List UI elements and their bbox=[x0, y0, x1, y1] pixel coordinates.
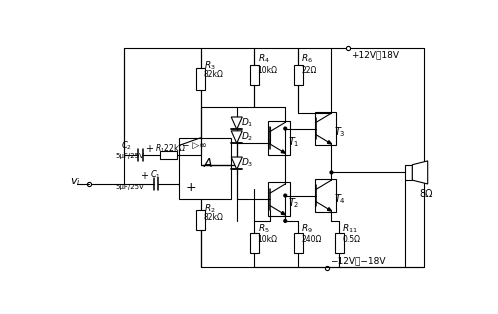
Text: $T_4$: $T_4$ bbox=[334, 192, 346, 206]
Text: A: A bbox=[204, 157, 212, 171]
Text: $C_1$: $C_1$ bbox=[150, 169, 161, 181]
Text: $R_5$: $R_5$ bbox=[257, 222, 269, 235]
Circle shape bbox=[284, 194, 287, 197]
Bar bbox=[268, 121, 290, 155]
Text: $T_2$: $T_2$ bbox=[287, 196, 299, 210]
Text: $C_2$: $C_2$ bbox=[121, 139, 132, 152]
Text: 10kΩ: 10kΩ bbox=[257, 66, 277, 75]
Text: $R_3$: $R_3$ bbox=[204, 59, 215, 72]
Bar bbox=[315, 111, 336, 145]
Polygon shape bbox=[281, 150, 285, 153]
Text: $D_2$: $D_2$ bbox=[242, 131, 253, 143]
Bar bbox=[268, 182, 290, 216]
Circle shape bbox=[284, 127, 287, 130]
Text: +12V～18V: +12V～18V bbox=[352, 50, 399, 59]
Text: $D_1$: $D_1$ bbox=[242, 117, 254, 129]
Text: −12V～−18V: −12V～−18V bbox=[330, 257, 385, 266]
Text: +: + bbox=[185, 181, 196, 193]
Text: +: + bbox=[145, 143, 153, 154]
Polygon shape bbox=[231, 157, 243, 169]
Bar bbox=[250, 233, 259, 253]
Text: $R_{11}$: $R_{11}$ bbox=[342, 222, 358, 235]
Text: 240Ω: 240Ω bbox=[301, 235, 322, 244]
Text: $v_i$: $v_i$ bbox=[70, 176, 80, 188]
Bar bbox=[294, 233, 303, 253]
Text: 5μF/25V: 5μF/25V bbox=[116, 153, 144, 159]
Bar bbox=[294, 65, 303, 85]
Bar bbox=[196, 210, 205, 230]
Text: 10kΩ: 10kΩ bbox=[257, 235, 277, 244]
Text: 82kΩ: 82kΩ bbox=[204, 70, 224, 79]
Bar bbox=[250, 65, 259, 85]
Text: $R_9$: $R_9$ bbox=[301, 222, 313, 235]
Text: $T_3$: $T_3$ bbox=[334, 126, 346, 139]
Circle shape bbox=[330, 171, 333, 174]
Text: $R_4$: $R_4$ bbox=[257, 53, 269, 66]
Polygon shape bbox=[327, 208, 332, 211]
Polygon shape bbox=[231, 117, 243, 129]
Polygon shape bbox=[327, 141, 332, 144]
Text: − ▷∞: − ▷∞ bbox=[182, 141, 207, 150]
Polygon shape bbox=[231, 131, 243, 143]
Bar bbox=[196, 68, 205, 90]
Text: 22Ω: 22Ω bbox=[301, 66, 317, 75]
Circle shape bbox=[284, 219, 287, 222]
Text: 0.5Ω: 0.5Ω bbox=[342, 235, 360, 244]
Text: $R_1$22kΩ: $R_1$22kΩ bbox=[155, 142, 186, 155]
Text: +: + bbox=[140, 171, 148, 181]
Bar bbox=[160, 151, 177, 159]
Bar bbox=[179, 138, 232, 199]
Polygon shape bbox=[412, 161, 428, 184]
Text: $R_6$: $R_6$ bbox=[301, 53, 313, 66]
Bar bbox=[315, 179, 336, 213]
Text: 82kΩ: 82kΩ bbox=[204, 213, 224, 222]
Text: 5μF/25V: 5μF/25V bbox=[116, 184, 144, 190]
Text: 8Ω: 8Ω bbox=[419, 189, 433, 199]
Text: $D_3$: $D_3$ bbox=[242, 157, 254, 170]
Polygon shape bbox=[281, 211, 285, 215]
Bar bbox=[335, 233, 344, 253]
Text: $T_1$: $T_1$ bbox=[287, 135, 299, 149]
Text: $R_2$: $R_2$ bbox=[204, 202, 215, 215]
Bar bbox=[404, 165, 412, 180]
